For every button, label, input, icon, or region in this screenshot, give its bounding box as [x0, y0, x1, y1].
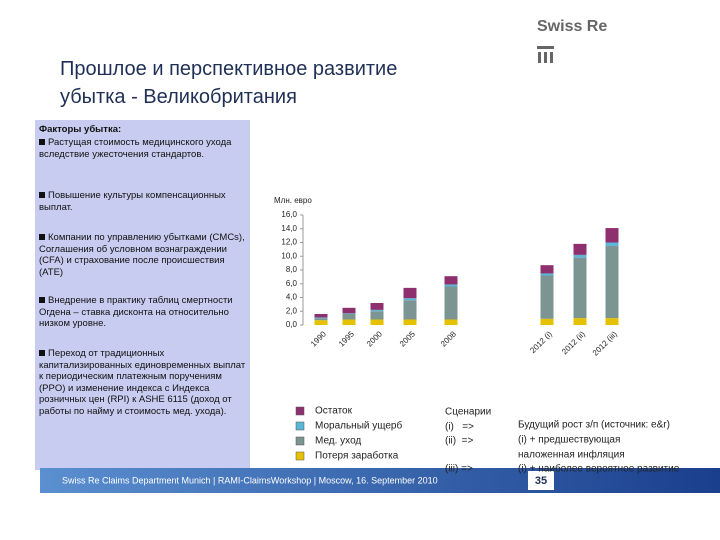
scenario: (i) =>: [445, 422, 474, 433]
bar-segment: [314, 318, 328, 321]
bar-segment: [444, 286, 458, 320]
bar-segment: [540, 275, 554, 319]
y-tick-label: 14,0: [281, 224, 297, 233]
bar-segment: [540, 273, 554, 276]
factor: Компании по управлению убытками (CMCs), …: [39, 232, 249, 278]
page-box: [528, 471, 554, 490]
title-line: Прошлое и перспективное развитие: [60, 58, 398, 80]
x-tick-label: 1990: [309, 329, 328, 348]
x-tick-label: 2012 (ii): [560, 329, 587, 356]
bar-segment: [540, 265, 554, 274]
bar-segment: [370, 309, 384, 312]
bar-segment: [540, 318, 554, 325]
y-tick-label: 6,0: [286, 279, 298, 288]
x-tick-label: 2012 (iii): [591, 329, 619, 357]
bar-segment: [573, 318, 587, 325]
y-tick-label: 8,0: [286, 265, 298, 274]
legend-swatch: [295, 436, 305, 446]
title-line: убытка - Великобритания: [60, 86, 297, 108]
scenario-desc: (i) + наиболее вероятное развитие: [518, 463, 680, 475]
bar-segment: [573, 257, 587, 319]
scenario: (iii) =>: [445, 464, 473, 475]
factor: Внедрение в практику таблиц смертности О…: [39, 295, 249, 330]
y-tick-label: 2,0: [286, 306, 298, 315]
bar-segment: [370, 311, 384, 320]
y-axis-label: Млн. евро: [274, 196, 312, 205]
bar-segment: [444, 276, 458, 285]
bar-segment: [605, 228, 619, 243]
legend-swatch: [295, 406, 305, 416]
x-tick-label: 2000: [365, 329, 384, 348]
legend-swatch: [295, 421, 305, 431]
footer-bar: [40, 468, 720, 493]
page-number: 35: [535, 475, 547, 487]
y-tick-label: 10,0: [281, 251, 297, 260]
scenario: (ii) =>: [445, 436, 474, 447]
factor: Повышение культуры компенсационных выпла…: [39, 190, 249, 213]
legend-label: Мед. уход: [315, 436, 361, 447]
x-tick-label: 2008: [439, 329, 458, 348]
bar-segment: [342, 313, 356, 314]
factors-heading: Факторы убытка:: [39, 124, 122, 135]
logo-icon: [537, 46, 554, 63]
scenario-heading: Сценарии: [445, 407, 491, 418]
x-tick-label: 2012 (i): [528, 329, 554, 355]
y-tick-label: 12,0: [281, 238, 297, 247]
bar-segment: [314, 317, 328, 319]
title: Прошлое и перспективное развитие убытка …: [60, 55, 397, 111]
bar-segment: [403, 300, 417, 320]
y-tick-label: 4,0: [286, 293, 298, 302]
legend-swatch: [295, 451, 305, 461]
legend-label: Остаток: [315, 406, 353, 417]
scenario-desc: (i) + предшествующая: [518, 435, 620, 446]
bar-segment: [370, 319, 384, 325]
scenario-desc: наложенная инфляция: [518, 449, 625, 461]
bar-segment: [605, 245, 619, 319]
x-tick-label: 2005: [398, 329, 417, 348]
x-tick-label: 1995: [337, 329, 356, 348]
bar-segment: [605, 318, 619, 325]
bar-segment: [370, 303, 384, 310]
bar-segment: [403, 298, 417, 301]
bar-segment: [342, 319, 356, 325]
bar-segment: [403, 287, 417, 299]
bar-segment: [573, 243, 587, 255]
factor: Переход от традиционных капитализированн…: [39, 348, 249, 417]
y-tick-label: 16,0: [281, 210, 297, 219]
legend-label: Потеря заработка: [315, 450, 399, 462]
logo: Swiss Re: [537, 18, 608, 35]
factors-panel: Факторы убытка: Растущая стоимость медиц…: [35, 120, 250, 470]
bar-segment: [444, 284, 458, 287]
bar-segment: [314, 320, 328, 325]
bar-segment: [314, 314, 328, 318]
bar-segment: [342, 314, 356, 320]
y-tick-label: 0,0: [286, 320, 298, 329]
scenario-desc: Будущий рост з/п (источник: e&r): [518, 420, 670, 431]
factor: Растущая стоимость медицинского ухода вс…: [39, 137, 249, 160]
bar-segment: [444, 319, 458, 325]
bar-segment: [403, 319, 417, 325]
bar-segment: [605, 242, 619, 246]
bar-segment: [573, 254, 587, 258]
legend-label: Моральный ущерб: [315, 420, 402, 432]
footer: Swiss Re Claims Department Munich | RAMI…: [62, 475, 438, 485]
bar-segment: [342, 307, 356, 314]
